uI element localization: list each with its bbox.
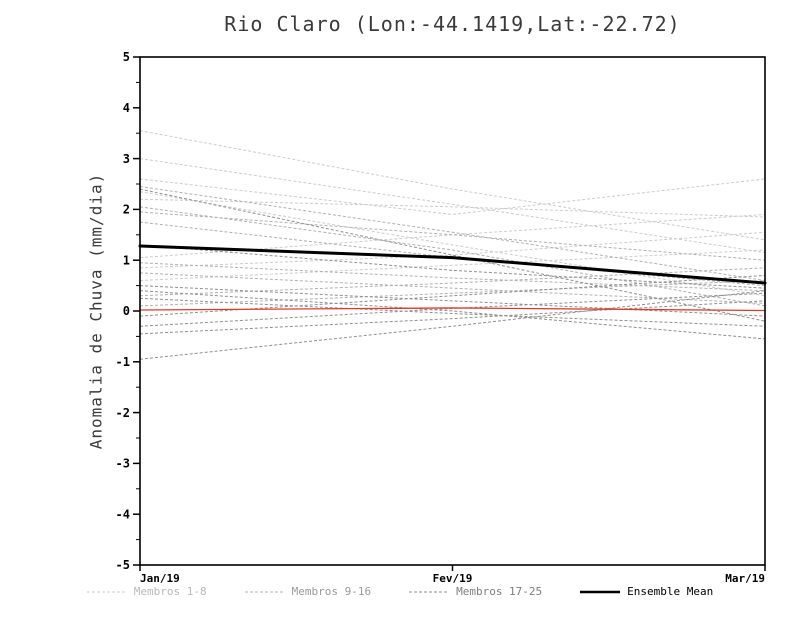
ensemble-member-line — [139, 211, 766, 261]
legend: Membros 1-8 Membros 9-16 Membros 17-25 Ense… — [0, 585, 800, 598]
ensemble-member-line — [139, 285, 766, 317]
legend-item: Membros 9-16 — [244, 585, 372, 598]
ensemble-member-line — [139, 280, 766, 307]
y-tick-label: 2 — [123, 203, 130, 217]
legend-item: Membros 17-25 — [409, 585, 542, 598]
ensemble-member-line — [139, 213, 766, 259]
x-tick-label: Mar/19 — [725, 572, 765, 585]
ensemble-member-line — [139, 206, 766, 307]
ensemble-mean-line — [138, 244, 767, 285]
y-tick-label: 1 — [123, 253, 130, 267]
ensemble-member-line — [139, 188, 766, 322]
legend-item: Membros 1-8 — [86, 585, 207, 598]
x-tick-label: Jan/19 — [140, 572, 180, 585]
ensemble-member-line — [139, 300, 766, 335]
y-tick-label: -5 — [116, 558, 130, 572]
y-tick-label: 5 — [123, 50, 130, 64]
chart-title: Rio Claro (Lon:-44.1419,Lat:-22.72) — [224, 12, 681, 36]
ensemble-member-line — [139, 267, 766, 297]
zero-anomaly-line — [139, 307, 766, 312]
legend-line-sample — [409, 591, 450, 592]
legend-label: Ensemble Mean — [627, 585, 714, 598]
x-tick-label: Fev/19 — [433, 572, 473, 585]
ensemble-member-line — [139, 297, 766, 327]
ensemble-member-line — [139, 130, 766, 241]
legend-item: Ensemble Mean — [580, 585, 713, 598]
y-tick-label: 3 — [123, 152, 130, 166]
plot-frame — [139, 56, 766, 566]
ensemble-member-line — [139, 272, 766, 304]
ensemble-member-line — [139, 249, 766, 282]
legend-line-sample — [244, 591, 285, 592]
y-tick-label: -1 — [116, 355, 130, 369]
ensemble-member-line — [139, 292, 766, 327]
y-tick-label: -4 — [116, 507, 130, 521]
legend-line-sample — [580, 590, 621, 593]
ensemble-member-line — [139, 262, 766, 292]
legend-label: Membros 1-8 — [133, 585, 207, 598]
y-tick-label: -3 — [116, 457, 130, 471]
ensemble-member-line — [139, 186, 766, 282]
ensemble-member-line — [139, 231, 766, 269]
y-tick-label: 4 — [123, 101, 130, 115]
ensemble-member-line — [139, 274, 766, 317]
legend-label: Membros 9-16 — [291, 585, 372, 598]
legend-line-sample — [86, 591, 127, 592]
y-tick-label: 0 — [123, 304, 130, 318]
y-tick-label: -2 — [116, 406, 130, 420]
ensemble-member-line — [139, 191, 766, 297]
legend-label: Membros 17-25 — [456, 585, 543, 598]
ensemble-member-line — [139, 158, 766, 254]
ensemble-member-line — [139, 290, 766, 340]
ensemble-member-line — [139, 198, 766, 218]
